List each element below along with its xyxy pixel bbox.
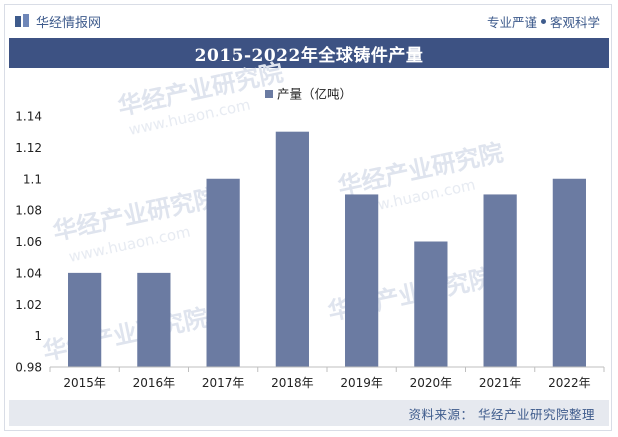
bar (414, 241, 448, 367)
source-note: 资料来源： 华经产业研究院整理 (408, 407, 595, 422)
bar (275, 131, 309, 367)
x-axis: 2015年 2016年 2017年 2018年 2019年 2020年 2021年 2022年 (49, 366, 605, 390)
y-tick-label: 0.98 (15, 361, 42, 375)
x-tick-label: 2017年 (202, 376, 245, 390)
y-tick-label: 1.12 (15, 141, 42, 155)
slogan-right: 客观科学 (549, 14, 600, 30)
x-tick-label: 2021年 (479, 376, 522, 390)
x-tick-label: 2020年 (410, 376, 453, 390)
bar (552, 178, 586, 367)
x-tick-label: 2022年 (548, 376, 591, 390)
bar (137, 272, 171, 367)
separator-dot-icon (540, 18, 546, 24)
x-tick-label: 2016年 (133, 376, 176, 390)
footer: 资料来源： 华经产业研究院整理 (9, 400, 609, 426)
header-bar: 华经情报网 专业严谨 客观科学 (8, 8, 610, 34)
y-tick-label: 1 (34, 329, 42, 343)
y-tick-label: 1.14 (15, 110, 42, 124)
brand-name: 华经情报网 (36, 15, 102, 31)
bar (345, 194, 379, 367)
y-axis: 0.98 1 1.02 1.04 1.06 1.08 1.1 1.12 1.14 (15, 110, 42, 375)
legend-swatch (265, 90, 273, 98)
brand[interactable]: 华经情报网 (14, 13, 102, 31)
brand-logo-icon (15, 14, 29, 27)
bar (68, 272, 102, 367)
x-tick-label: 2015年 (63, 376, 106, 390)
legend-label: 产量（亿吨） (277, 87, 352, 102)
y-tick-label: 1.1 (23, 172, 42, 186)
y-tick-label: 1.02 (15, 298, 42, 312)
y-tick-label: 1.06 (15, 235, 42, 249)
bars (68, 131, 586, 367)
bar (206, 178, 240, 367)
watermark-text-4: 华经产业研究院 (40, 304, 210, 366)
y-tick-label: 1.08 (15, 204, 42, 218)
y-tick-label: 1.04 (15, 266, 42, 280)
slogan-left: 专业严谨 (486, 14, 537, 30)
legend: 产量（亿吨） (265, 87, 352, 102)
x-tick-label: 2018年 (271, 376, 314, 390)
chart-title: 2015-2022年全球铸件产量 (9, 38, 609, 68)
slogan: 专业严谨 客观科学 (486, 13, 600, 30)
x-tick-label: 2019年 (340, 376, 383, 390)
bar (483, 194, 517, 367)
